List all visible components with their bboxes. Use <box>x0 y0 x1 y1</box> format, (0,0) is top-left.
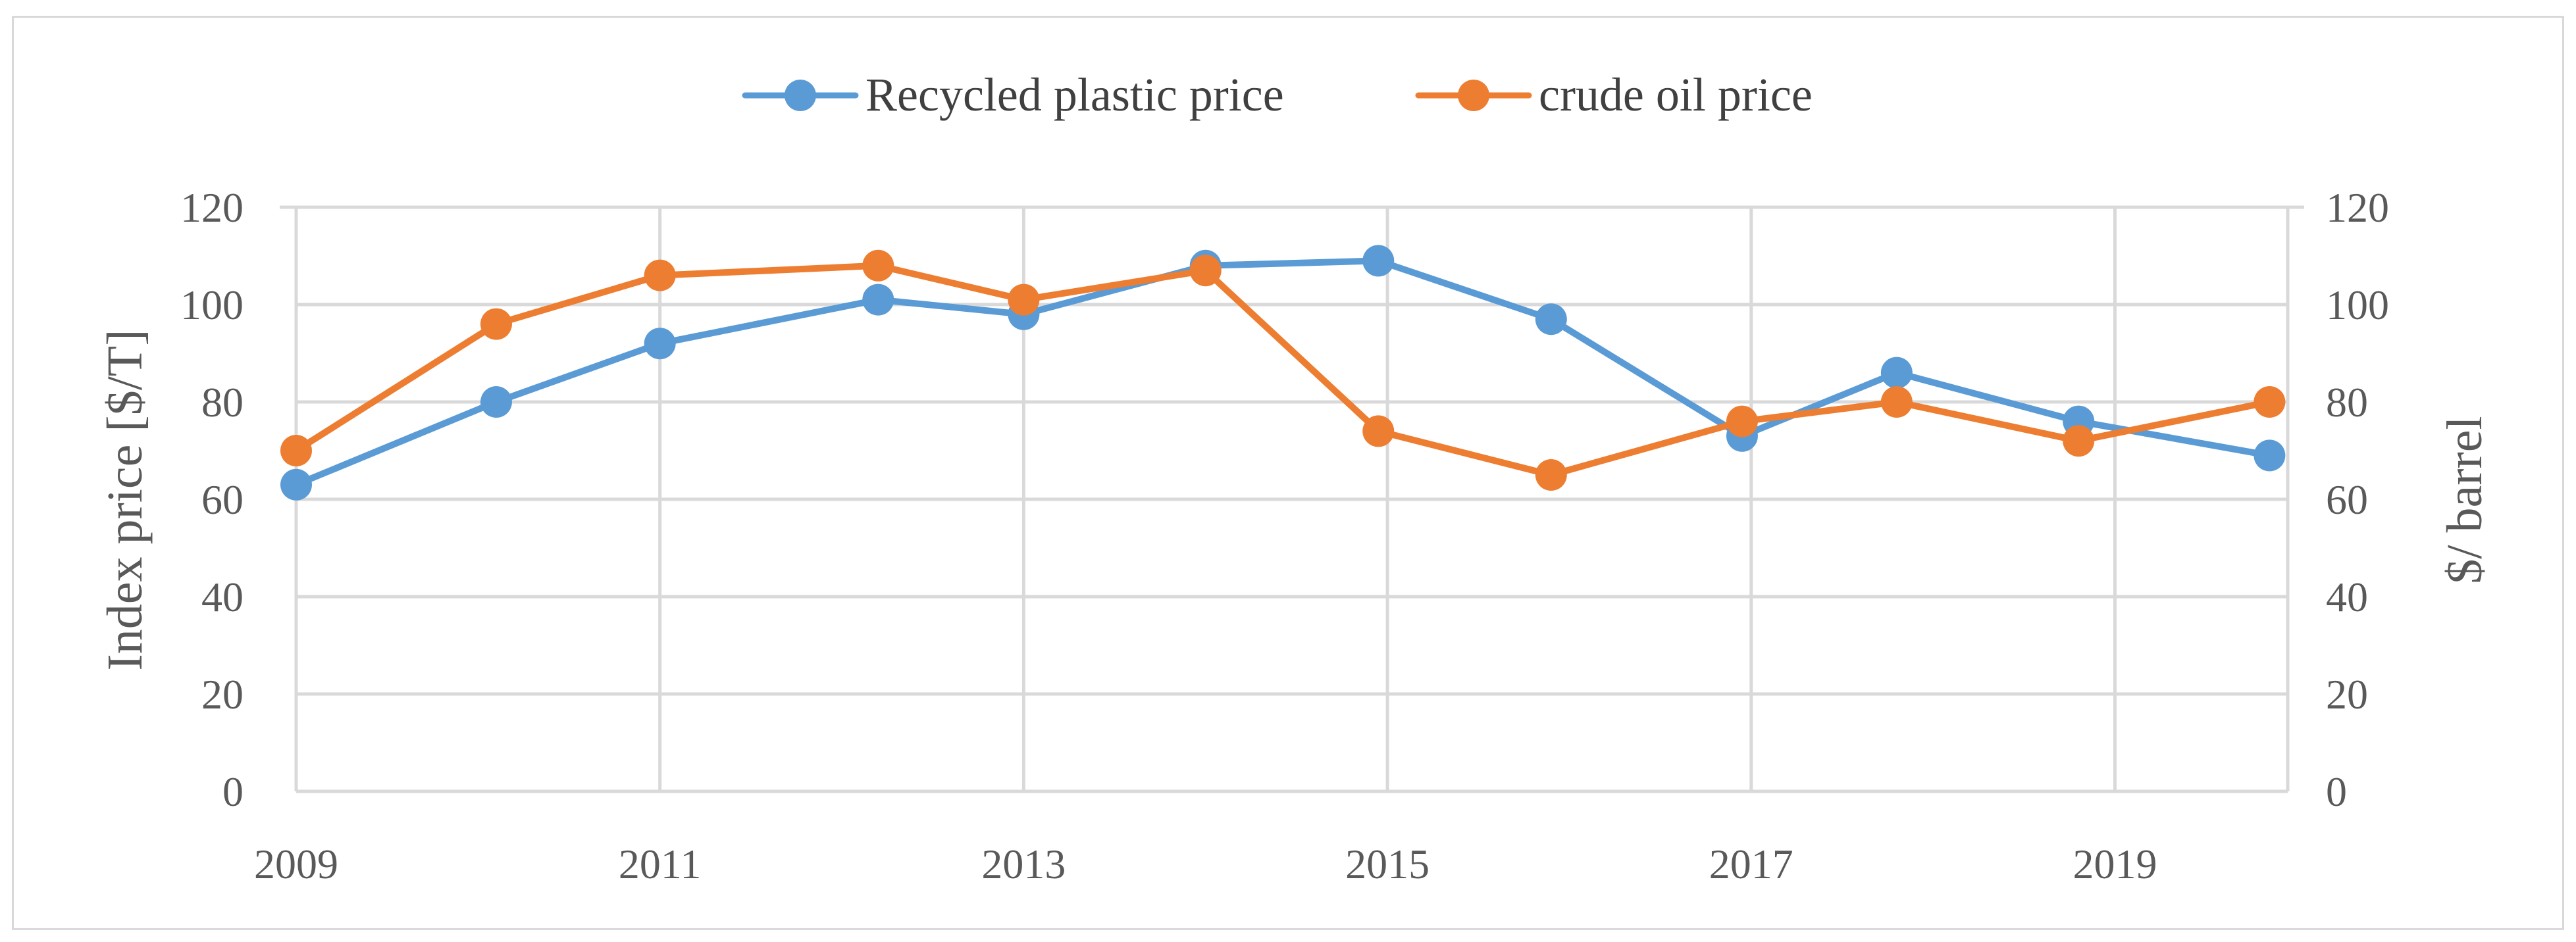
y-right-tick-label: 120 <box>2326 184 2389 231</box>
x-tick-label: 2015 <box>1345 841 1430 887</box>
y-left-tick-label: 20 <box>201 671 244 718</box>
y-left-tick-label: 120 <box>180 184 244 231</box>
y-axis-left-title: Index price [$/T] <box>97 329 153 670</box>
x-tick-label: 2019 <box>2073 841 2157 887</box>
data-point-recycled-plastic[interactable] <box>480 386 512 418</box>
y-right-tick-label: 40 <box>2326 574 2368 620</box>
data-point-crude-oil[interactable] <box>280 435 312 466</box>
y-left-tick-label: 100 <box>180 282 244 328</box>
data-point-recycled-plastic[interactable] <box>1535 303 1567 335</box>
data-point-crude-oil[interactable] <box>644 259 676 291</box>
x-tick-label: 2011 <box>619 841 702 887</box>
legend-label-crude-oil: crude oil price <box>1539 68 1813 121</box>
data-point-crude-oil[interactable] <box>1362 415 1395 447</box>
series-line-recycled-plastic <box>293 257 2273 488</box>
data-point-recycled-plastic[interactable] <box>280 468 312 501</box>
data-point-recycled-plastic[interactable] <box>862 284 894 316</box>
x-tick-label: 2009 <box>254 841 338 887</box>
data-point-crude-oil[interactable] <box>1189 255 1222 287</box>
data-point-recycled-plastic[interactable] <box>1880 357 1913 389</box>
y-left-tick-label: 80 <box>201 379 244 426</box>
data-point-recycled-plastic[interactable] <box>2254 439 2286 472</box>
legend-item-crude-oil[interactable]: crude oil price <box>1415 68 1813 121</box>
y-right-tick-label: 20 <box>2326 671 2368 718</box>
legend-item-recycled-plastic[interactable]: Recycled plastic price <box>742 68 1284 121</box>
y-left-tick-label: 40 <box>201 574 244 620</box>
data-point-recycled-plastic[interactable] <box>644 328 676 360</box>
legend: Recycled plastic price crude oil price <box>742 68 1813 121</box>
data-point-crude-oil[interactable] <box>1726 405 1758 437</box>
y-right-tick-label: 100 <box>2326 282 2389 328</box>
y-right-tick-label: 80 <box>2326 379 2368 426</box>
tick-labels: 0 0 20 20 40 40 60 60 80 80 100 100 120 120 2009 2011 20… <box>180 184 2389 887</box>
y-left-tick-label: 60 <box>201 476 244 523</box>
series-points <box>280 245 2286 501</box>
x-tick-label: 2013 <box>981 841 1066 887</box>
data-point-crude-oil[interactable] <box>2063 425 2095 457</box>
chart-frame <box>12 16 2564 930</box>
y-left-tick-label: 0 <box>222 768 244 815</box>
gridlines <box>296 205 2288 791</box>
y-right-tick-label: 0 <box>2326 768 2347 815</box>
data-point-crude-oil[interactable] <box>1535 459 1567 491</box>
data-point-crude-oil[interactable] <box>2254 386 2286 418</box>
x-tick-label: 2017 <box>1709 841 1793 887</box>
data-point-crude-oil[interactable] <box>480 308 512 340</box>
legend-swatch-marker <box>1458 80 1489 111</box>
y-right-tick-label: 60 <box>2326 476 2368 523</box>
data-point-recycled-plastic[interactable] <box>1362 245 1395 277</box>
data-point-crude-oil[interactable] <box>1008 284 1040 316</box>
data-point-crude-oil[interactable] <box>862 249 894 282</box>
legend-label-recycled-plastic: Recycled plastic price <box>865 68 1284 121</box>
series-line-crude-oil <box>293 262 2273 478</box>
data-point-crude-oil[interactable] <box>1880 386 1913 418</box>
series-lines <box>293 257 2273 488</box>
legend-swatch-marker <box>785 80 816 111</box>
y-axis-right-title: $/ barrel <box>2437 416 2492 583</box>
